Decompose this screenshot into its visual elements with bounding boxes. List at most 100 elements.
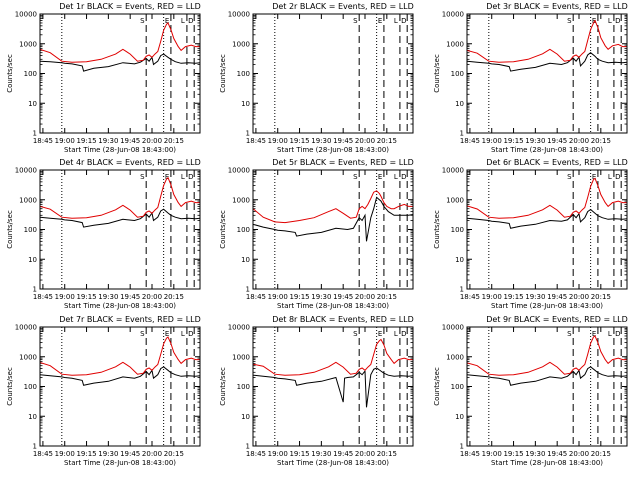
y-tick-label: 1000: [232, 196, 250, 204]
events-series-line: [40, 53, 200, 72]
x-tick-label: 20:00: [142, 450, 162, 458]
x-tick-label: 19:45: [547, 137, 567, 145]
panel-title: Det 5r BLACK = Events, RED = LLD: [272, 158, 414, 167]
y-axis-label: Counts/sec: [6, 210, 14, 249]
time-marker-label: S: [353, 17, 358, 25]
x-tick-label: 20:00: [569, 293, 589, 301]
y-tick-label: 10: [455, 413, 464, 421]
time-marker-label: L: [394, 17, 398, 25]
y-axis-label: Counts/sec: [219, 54, 227, 93]
x-tick-label: 19:00: [482, 450, 502, 458]
events-series-line: [253, 367, 413, 408]
y-tick-label: 10000: [15, 11, 37, 19]
y-tick-label: 1000: [446, 353, 464, 361]
time-marker-label: E: [592, 330, 596, 338]
x-tick-label: 18:45: [246, 450, 266, 458]
x-tick-label: 20:15: [591, 137, 611, 145]
x-tick-label: 19:00: [268, 293, 288, 301]
x-tick-label: 18:45: [33, 450, 53, 458]
y-tick-label: 100: [237, 383, 250, 391]
y-tick-label: 100: [237, 70, 250, 78]
x-tick-label: 19:45: [120, 450, 140, 458]
y-axis-label: Counts/sec: [219, 210, 227, 249]
x-tick-label: 19:45: [120, 137, 140, 145]
plot-frame: [466, 13, 628, 134]
lld-series-line: [467, 19, 627, 63]
y-tick-label: 10000: [15, 167, 37, 175]
time-marker-label: D: [188, 330, 193, 338]
x-axis-label: Start Time (28-Jun-08 18:43:00): [491, 302, 603, 310]
y-tick-label: 1: [246, 130, 250, 138]
plot-frame: [466, 326, 628, 447]
panel-title: Det 9r BLACK = Events, RED = LLD: [486, 315, 628, 324]
y-tick-label: 1000: [19, 40, 37, 48]
panel-title: Det 2r BLACK = Events, RED = LLD: [272, 2, 414, 11]
detector-panel-1: Det 1r BLACK = Events, RED = LLD 1 10 100 10…: [6, 2, 201, 154]
time-marker-label: S: [140, 173, 145, 181]
x-tick-label: 19:45: [547, 293, 567, 301]
y-tick-label: 1: [246, 286, 250, 294]
time-marker-label: E: [378, 17, 382, 25]
y-tick-label: 1000: [446, 196, 464, 204]
y-tick-label: 1000: [19, 196, 37, 204]
x-tick-label: 20:15: [164, 293, 184, 301]
y-tick-label: 10000: [228, 324, 250, 332]
y-tick-label: 100: [451, 383, 464, 391]
y-tick-label: 1: [460, 286, 464, 294]
plot-frame: [252, 13, 414, 134]
x-tick-label: 19:30: [525, 137, 545, 145]
time-marker-label: S: [567, 17, 572, 25]
x-tick-label: 20:00: [142, 137, 162, 145]
x-tick-label: 18:45: [246, 293, 266, 301]
x-tick-label: 19:45: [333, 293, 353, 301]
time-marker-label: D: [188, 17, 193, 25]
y-tick-label: 10: [455, 100, 464, 108]
y-axis-label: Counts/sec: [6, 367, 14, 406]
time-marker-label: D: [401, 330, 406, 338]
time-marker-label: D: [401, 173, 406, 181]
time-marker-label: E: [592, 17, 596, 25]
time-marker-label: E: [165, 330, 169, 338]
x-axis-label: Start Time (28-Jun-08 18:43:00): [277, 302, 389, 310]
y-tick-label: 1000: [232, 40, 250, 48]
x-tick-label: 19:00: [268, 450, 288, 458]
y-axis-label: Counts/sec: [433, 210, 441, 249]
x-tick-label: 20:15: [591, 450, 611, 458]
x-tick-label: 19:15: [289, 293, 309, 301]
x-tick-label: 19:30: [525, 293, 545, 301]
x-tick-label: 19:30: [98, 137, 118, 145]
y-tick-label: 1: [33, 130, 37, 138]
y-tick-label: 10000: [442, 11, 464, 19]
y-tick-label: 10: [241, 413, 250, 421]
x-tick-label: 19:30: [311, 137, 331, 145]
events-series-line: [467, 208, 627, 229]
y-tick-label: 10: [241, 100, 250, 108]
x-tick-label: 19:00: [268, 137, 288, 145]
plot-frame: [39, 169, 201, 290]
y-axis-label: Counts/sec: [433, 54, 441, 93]
time-marker-label: D: [401, 17, 406, 25]
y-tick-label: 1: [460, 443, 464, 451]
plot-frame: [466, 169, 628, 290]
y-tick-label: 100: [24, 226, 37, 234]
time-marker-label: L: [394, 330, 398, 338]
x-axis-label: Start Time (28-Jun-08 18:43:00): [64, 302, 176, 310]
y-tick-label: 10000: [442, 167, 464, 175]
x-axis-label: Start Time (28-Jun-08 18:43:00): [491, 459, 603, 467]
time-marker-label: L: [608, 330, 612, 338]
y-tick-label: 1: [33, 286, 37, 294]
x-tick-label: 20:00: [569, 450, 589, 458]
y-axis-label: Counts/sec: [219, 367, 227, 406]
y-tick-label: 1000: [446, 40, 464, 48]
y-tick-label: 1: [246, 443, 250, 451]
y-axis-label: Counts/sec: [6, 54, 14, 93]
x-tick-label: 18:45: [460, 137, 480, 145]
time-marker-label: E: [378, 330, 382, 338]
lld-series-line: [467, 335, 627, 376]
x-tick-label: 19:15: [503, 137, 523, 145]
x-axis-label: Start Time (28-Jun-08 18:43:00): [64, 146, 176, 154]
x-tick-label: 20:00: [355, 137, 375, 145]
plot-frame: [252, 169, 414, 290]
detector-panel-8: Det 8r BLACK = Events, RED = LLD 1 10 100 10…: [219, 315, 414, 467]
